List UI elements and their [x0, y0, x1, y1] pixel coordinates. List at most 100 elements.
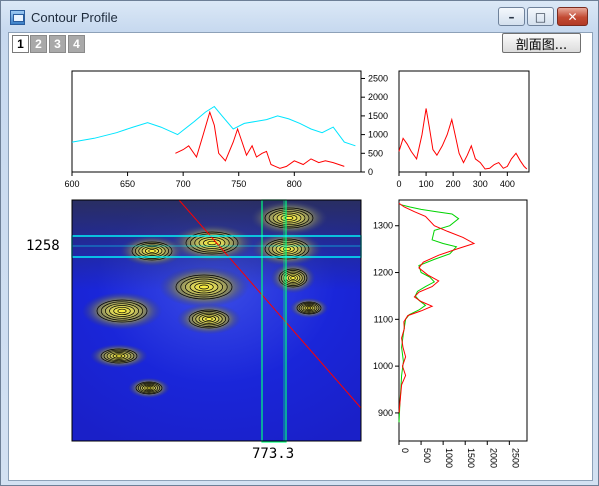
top-plot-frame [71, 70, 362, 173]
contour-line [278, 268, 308, 288]
section-profile-button[interactable]: 剖面图... [502, 33, 581, 53]
contour-line [195, 312, 223, 326]
top-x-tick-label: 800 [287, 179, 302, 189]
contour-line [268, 209, 310, 227]
contour-line [202, 238, 222, 248]
tab-3[interactable]: 3 [49, 35, 66, 53]
vert-x-tick-label: 0 [400, 448, 410, 453]
top-x-tick-label: 600 [64, 179, 79, 189]
top-y-tick-label: 1500 [368, 111, 388, 121]
window-title: Contour Profile [31, 10, 118, 25]
x-cursor-value: 773.3 [252, 446, 295, 462]
contour-line [205, 317, 213, 321]
contour-frame [71, 199, 362, 442]
contour-peak [120, 235, 184, 267]
tab-2[interactable]: 2 [30, 35, 47, 53]
contour-line [304, 305, 314, 311]
minimize-icon: – [508, 9, 515, 24]
minimize-button[interactable]: – [498, 7, 525, 26]
vert-x-tick-label: 1000 [444, 448, 454, 468]
contour-peak [177, 303, 241, 335]
contour-line [282, 246, 292, 252]
top-series-1 [175, 110, 345, 169]
contour-line [175, 274, 233, 300]
top-x-tick-label: 700 [176, 179, 191, 189]
contour-line [264, 238, 310, 260]
contour-peak [170, 224, 254, 262]
contour-line [113, 306, 131, 316]
vert-x-tick-label: 1500 [466, 448, 476, 468]
contour-line [131, 241, 173, 261]
vert-y-tick-label: 1000 [373, 361, 393, 371]
right-x-tick-label: 100 [419, 179, 434, 189]
contour-line [272, 210, 306, 226]
horizontal-profile-zoom-plot: 0 100 200 300 400 [396, 70, 530, 189]
app-icon [10, 10, 25, 25]
horizontal-profile-plot: 600 650 700 750 800 0 500 1000 1500 2000 2500 [64, 70, 388, 189]
tab-1[interactable]: 1 [12, 35, 29, 53]
contour-line [146, 386, 152, 390]
vert-y-tick-label: 1200 [373, 268, 393, 278]
contour-peak [289, 297, 329, 319]
top-y-tick-label: 0 [368, 167, 373, 177]
contour-line [185, 231, 239, 255]
contour-peak [250, 201, 328, 235]
vertical-profile-plot: 900 1000 1100 1200 1300 0 500 1000 1500 2000 2500 [373, 199, 528, 468]
section-line[interactable] [178, 200, 361, 409]
contour-line [198, 284, 210, 290]
contour-line [100, 348, 138, 364]
maximize-button[interactable]: □ [527, 7, 554, 26]
vert-x-tick-label: 500 [422, 448, 432, 463]
contour-line [280, 270, 306, 286]
contour-line [280, 214, 298, 222]
top-series-0 [71, 105, 356, 147]
contour-line [109, 352, 129, 360]
right-x-tick-label: 400 [500, 179, 515, 189]
contour-peaks [82, 201, 329, 399]
contour-line [306, 306, 312, 310]
right-x-tick-label: 300 [473, 179, 488, 189]
contour-line [189, 280, 219, 294]
contour-line [104, 303, 140, 319]
vert-y-tick-label: 1300 [373, 221, 393, 231]
contour-line [184, 278, 224, 296]
contour-peak [159, 266, 249, 308]
top-y-tick-label: 2000 [368, 92, 388, 102]
y-cursor-value: 1258 [26, 238, 60, 254]
close-button[interactable]: ✕ [557, 7, 588, 26]
contour-peak [270, 262, 316, 294]
client-area: 1 2 3 4 剖面图... [8, 32, 593, 481]
contour-line [188, 309, 230, 329]
contour-line [103, 349, 135, 363]
contour-peak [82, 292, 162, 330]
contour-line [180, 276, 228, 298]
contour-line [300, 303, 318, 313]
vert-plot-frame [398, 199, 528, 442]
contour-line [191, 311, 227, 327]
right-x-tick-label: 200 [446, 179, 461, 189]
contour-line [115, 354, 123, 358]
contour-line [287, 274, 299, 282]
close-icon: ✕ [567, 9, 578, 24]
title-bar[interactable]: Contour Profile – □ ✕ [1, 1, 598, 33]
contour-line [290, 276, 296, 280]
contour-line [302, 304, 316, 312]
contour-line [137, 382, 161, 394]
contour-line [201, 315, 217, 323]
vert-x-tick-label: 2000 [488, 448, 498, 468]
contour-line [100, 301, 144, 321]
maximize-icon: □ [534, 9, 547, 24]
contour-line [144, 247, 160, 255]
contour-line [194, 282, 214, 292]
vert-y-tick-label: 1100 [374, 314, 393, 324]
contour-map[interactable] [72, 200, 361, 441]
contour-line [96, 299, 148, 323]
right-series-0 [398, 108, 528, 170]
vert-y-tick-label: 900 [378, 408, 393, 418]
tab-4[interactable]: 4 [68, 35, 85, 53]
contour-line [117, 308, 127, 314]
contour-line [296, 301, 322, 315]
top-x-tick-label: 650 [120, 179, 135, 189]
